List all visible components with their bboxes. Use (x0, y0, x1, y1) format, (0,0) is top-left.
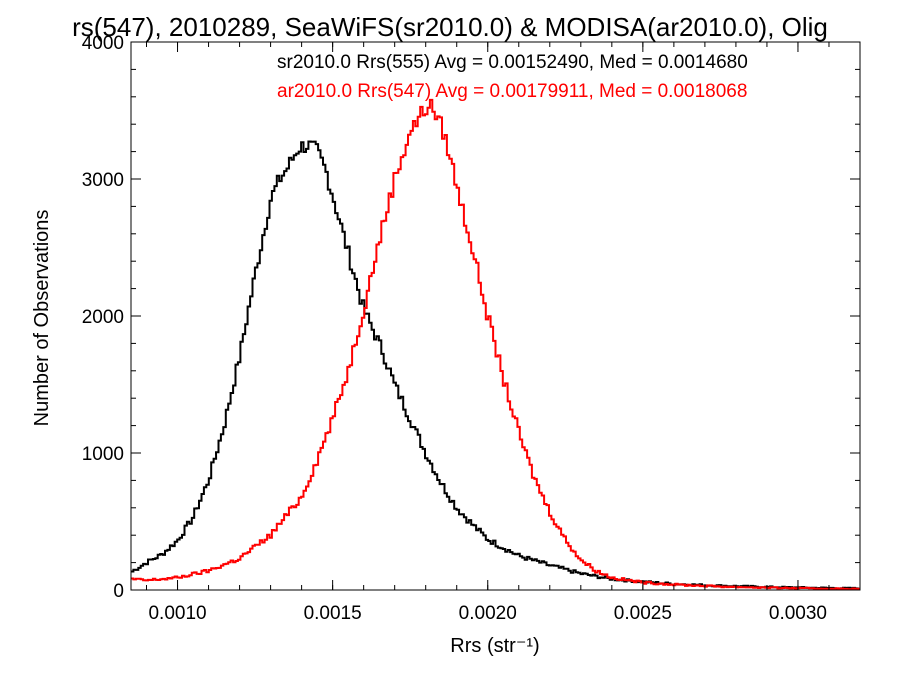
y-tick-label: 3000 (82, 170, 124, 191)
legend: sr2010.0 Rrs(555) Avg = 0.00152490, Med … (277, 52, 748, 102)
y-tick-label: 0 (113, 581, 124, 602)
plot-frame (130, 41, 861, 591)
y-tick-label: 1000 (82, 444, 124, 465)
series-line-sr2010 (131, 140, 860, 590)
x-tick-label: 0.0020 (459, 603, 517, 624)
y-axis-ticks: 0 1000 2000 3000 4000 (82, 33, 860, 602)
x-tick-label: 0.0025 (614, 603, 672, 624)
y-tick-label: 4000 (82, 33, 124, 54)
x-axis-ticks: 0.0010 0.0015 0.0020 0.0025 0.0030 (146, 42, 861, 624)
x-tick-label: 0.0015 (304, 603, 362, 624)
x-tick-label: 0.0010 (148, 603, 206, 624)
series-line-ar2010 (131, 98, 860, 591)
y-axis-label: Number of Observations (31, 210, 53, 427)
x-axis-label: Rrs (str⁻¹) (450, 635, 539, 657)
x-tick-label: 0.0030 (769, 603, 827, 624)
legend-entry-sr2010: sr2010.0 Rrs(555) Avg = 0.00152490, Med … (277, 52, 748, 73)
legend-entry-ar2010: ar2010.0 Rrs(547) Avg = 0.00179911, Med … (277, 81, 747, 102)
y-tick-label: 2000 (82, 307, 124, 328)
chart-title: rs(547), 2010289, SeaWiFS(sr2010.0) & MO… (72, 12, 828, 42)
plot-area (131, 98, 860, 591)
